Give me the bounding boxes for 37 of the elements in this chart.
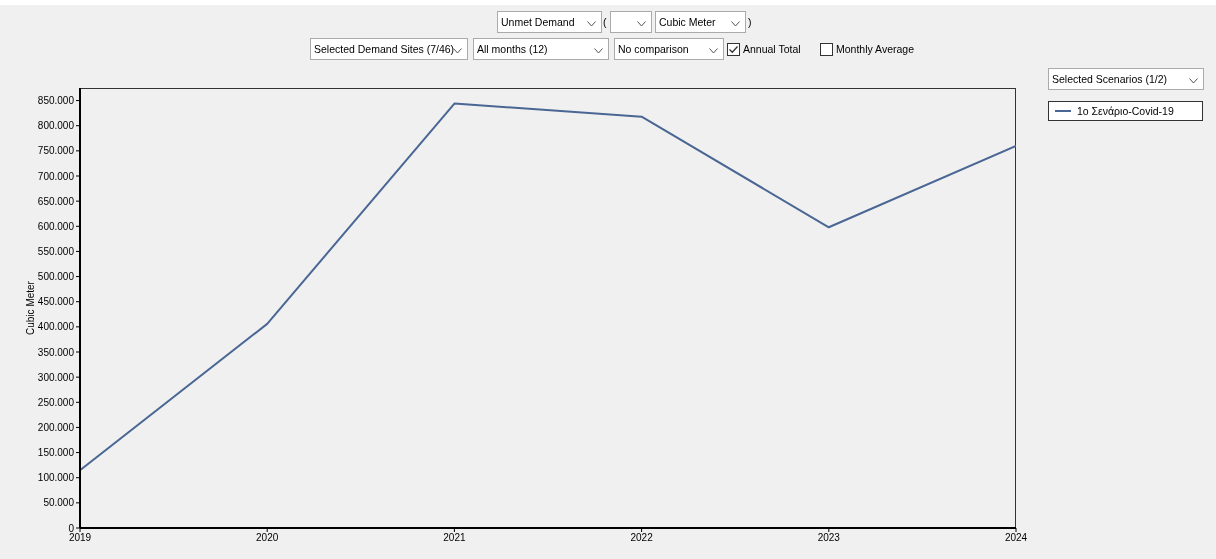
y-tick-label: 700.000	[37, 170, 75, 182]
y-axis-title: Cubic Meter	[24, 280, 36, 335]
y-tick-label: 500.000	[37, 271, 75, 283]
y-tick-label: 600.000	[37, 220, 75, 232]
text: No comparison	[614, 38, 724, 60]
y-tick-label: 200.000	[37, 421, 75, 433]
x-tick-label: 2024	[1004, 532, 1028, 544]
y-tick-label: 650.000	[37, 195, 75, 207]
y-tick-label: 300.000	[37, 371, 75, 383]
y-tick-label: 100.000	[37, 472, 75, 484]
x-tick-label: 2021	[443, 532, 466, 544]
line-series	[80, 102, 1016, 472]
text: (	[603, 15, 607, 30]
y-tick-label: 150.000	[37, 447, 75, 459]
y-tick-label: 750.000	[37, 145, 75, 157]
y-tick-label: 350.000	[37, 346, 75, 358]
legend-label: 1o Σενάριο-Covid-19	[1077, 105, 1174, 117]
y-tick-label: 800.000	[37, 120, 75, 132]
text: Cubic Meter	[655, 11, 746, 33]
text: Monthly Average	[836, 42, 915, 57]
text: Unmet Demand	[497, 11, 602, 33]
y-tick-label: 850.000	[37, 95, 75, 107]
y-tick-label: 250.000	[37, 396, 75, 408]
text: )	[748, 15, 752, 30]
x-tick-label: 2023	[817, 532, 841, 544]
y-tick-label: 450.000	[37, 296, 75, 308]
y-tick-label: 0	[68, 522, 75, 534]
text: Selected Demand Sites (7/46)	[310, 38, 468, 60]
x-tick-label: 2019	[68, 532, 92, 544]
text: Selected Scenarios (1/2)	[1048, 68, 1204, 90]
x-tick-label: 2020	[256, 532, 279, 544]
y-tick-label: 550.000	[37, 245, 75, 257]
y-tick-label: 400.000	[37, 321, 75, 333]
x-tick-label: 2022	[630, 532, 654, 544]
y-tick-label: 50.000	[43, 497, 75, 509]
text: Annual Total	[743, 42, 801, 57]
text: All months (12)	[473, 38, 609, 60]
